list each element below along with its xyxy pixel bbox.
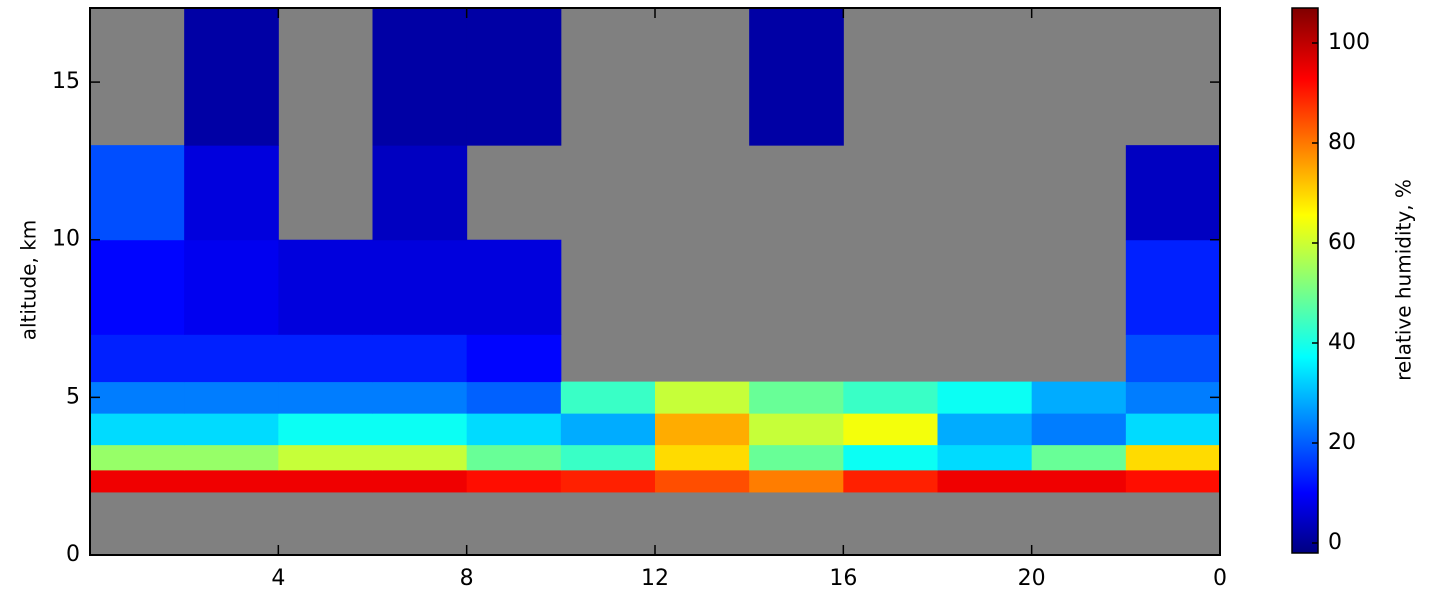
- colorbar-label: relative humidity, %: [1392, 179, 1416, 381]
- heatmap-cell: [184, 334, 279, 383]
- colorbar: [1291, 7, 1319, 554]
- heatmap-cell: [372, 239, 468, 335]
- heatmap-cell: [466, 381, 562, 414]
- heatmap-cell: [749, 469, 844, 493]
- heatmap-cell: [1125, 145, 1221, 241]
- x-tick-label: 12: [641, 566, 669, 591]
- heatmap-cell: [184, 145, 279, 241]
- heatmap-cell: [278, 413, 373, 446]
- colorbar-tick-label: 0: [1328, 530, 1342, 555]
- heatmap-cell: [372, 381, 468, 414]
- x-tick-label: 16: [829, 566, 857, 591]
- colorbar-tick-label: 40: [1328, 330, 1356, 355]
- heatmap-cell: [184, 239, 279, 335]
- heatmap-cell: [1031, 381, 1127, 414]
- heatmap-cell: [937, 381, 1033, 414]
- heatmap-cell: [372, 444, 468, 471]
- heatmap-cell: [1031, 469, 1127, 493]
- x-tick-label: 8: [460, 566, 474, 591]
- heatmap-cell: [1031, 413, 1127, 446]
- heatmap-cell: [937, 444, 1033, 471]
- heatmap-cell: [278, 239, 373, 335]
- x-tick-label: 20: [1018, 566, 1046, 591]
- heatmap-cell: [466, 8, 562, 146]
- heatmap-cell: [1125, 381, 1221, 414]
- colorbar-tick-label: 20: [1328, 430, 1356, 455]
- heatmap-cell: [90, 145, 185, 241]
- heatmap-cell: [749, 8, 844, 146]
- heatmap-cell: [1031, 444, 1127, 471]
- heatmap-cell: [843, 381, 938, 414]
- y-tick-label: 5: [66, 384, 80, 409]
- heatmap-cell: [560, 381, 656, 414]
- heatmap-cell: [90, 381, 185, 414]
- heatmap-cell: [655, 469, 750, 493]
- heatmap-cell: [560, 469, 656, 493]
- heatmap-cell: [372, 413, 468, 446]
- heatmap-cell: [372, 8, 468, 146]
- y-tick-label: 10: [52, 227, 80, 252]
- heatmap-cell: [1125, 413, 1221, 446]
- heatmap-cell: [466, 444, 562, 471]
- heatmap-cell: [466, 239, 562, 335]
- heatmap-cell: [1125, 334, 1221, 383]
- colorbar-tick-label: 100: [1328, 30, 1370, 55]
- heatmap-cell: [184, 413, 279, 446]
- heatmap-cell: [466, 469, 562, 493]
- heatmap-cell: [90, 444, 185, 471]
- heatmap-cell: [655, 444, 750, 471]
- heatmap-cell: [749, 413, 844, 446]
- heatmap-cell: [90, 413, 185, 446]
- x-tick-label: 4: [271, 566, 285, 591]
- heatmap-cell: [655, 413, 750, 446]
- heatmap-cell: [560, 413, 656, 446]
- y-tick-label: 0: [66, 542, 80, 567]
- heatmap-cell: [1125, 444, 1221, 471]
- heatmap-cell: [466, 413, 562, 446]
- heatmap-cell: [184, 8, 279, 146]
- heatmap-cell: [90, 334, 185, 383]
- heatmap-cell: [937, 413, 1033, 446]
- heatmap-cell: [278, 381, 373, 414]
- heatmap-cell: [1125, 469, 1221, 493]
- heatmap-cell: [372, 469, 468, 493]
- heatmap-cell: [90, 469, 185, 493]
- heatmap-cell: [843, 444, 938, 471]
- colorbar-tick-label: 80: [1328, 130, 1356, 155]
- heatmap-cell: [560, 444, 656, 471]
- heatmap-cell: [1125, 239, 1221, 335]
- heatmap-cell: [372, 145, 468, 241]
- heatmap-cell: [655, 381, 750, 414]
- x-tick-label: 0: [1213, 566, 1227, 591]
- heatmap-cell: [184, 469, 279, 493]
- heatmap-cell: [90, 239, 185, 335]
- colorbar-tick-label: 60: [1328, 230, 1356, 255]
- heatmap-cell: [372, 334, 468, 383]
- heatmap-cell: [278, 334, 373, 383]
- heatmap-cell: [278, 469, 373, 493]
- heatmap-cell: [843, 413, 938, 446]
- y-axis-label: altitude, km: [17, 220, 41, 341]
- heatmap-cell: [843, 469, 938, 493]
- y-tick-label: 15: [52, 69, 80, 94]
- heatmap-cell: [184, 444, 279, 471]
- heatmap-cell: [749, 444, 844, 471]
- heatmap-cell: [184, 381, 279, 414]
- heatmap-cell: [278, 444, 373, 471]
- heatmap-cell: [749, 381, 844, 414]
- heatmap-cell: [466, 334, 562, 383]
- heatmap-cell: [937, 469, 1033, 493]
